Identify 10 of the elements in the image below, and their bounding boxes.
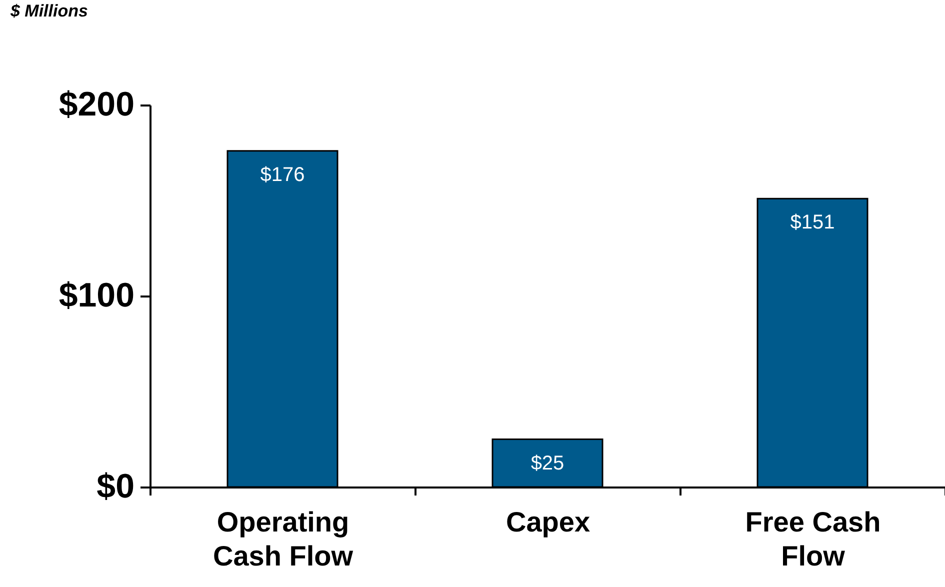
x-tick-label: Capex <box>506 506 590 538</box>
x-tick-label: Operating Cash Flow <box>212 506 354 572</box>
x-tick-label: Free Cash Flow <box>745 506 881 572</box>
y-tick-label: $200 <box>58 86 134 124</box>
data-label: $151 <box>790 212 835 234</box>
data-label: $176 <box>260 164 305 186</box>
y-tick-label: $0 <box>96 468 134 506</box>
y-tick-label: $100 <box>58 276 134 314</box>
y-axis-title: $ Millions <box>10 2 88 20</box>
data-label: $25 <box>530 452 564 474</box>
